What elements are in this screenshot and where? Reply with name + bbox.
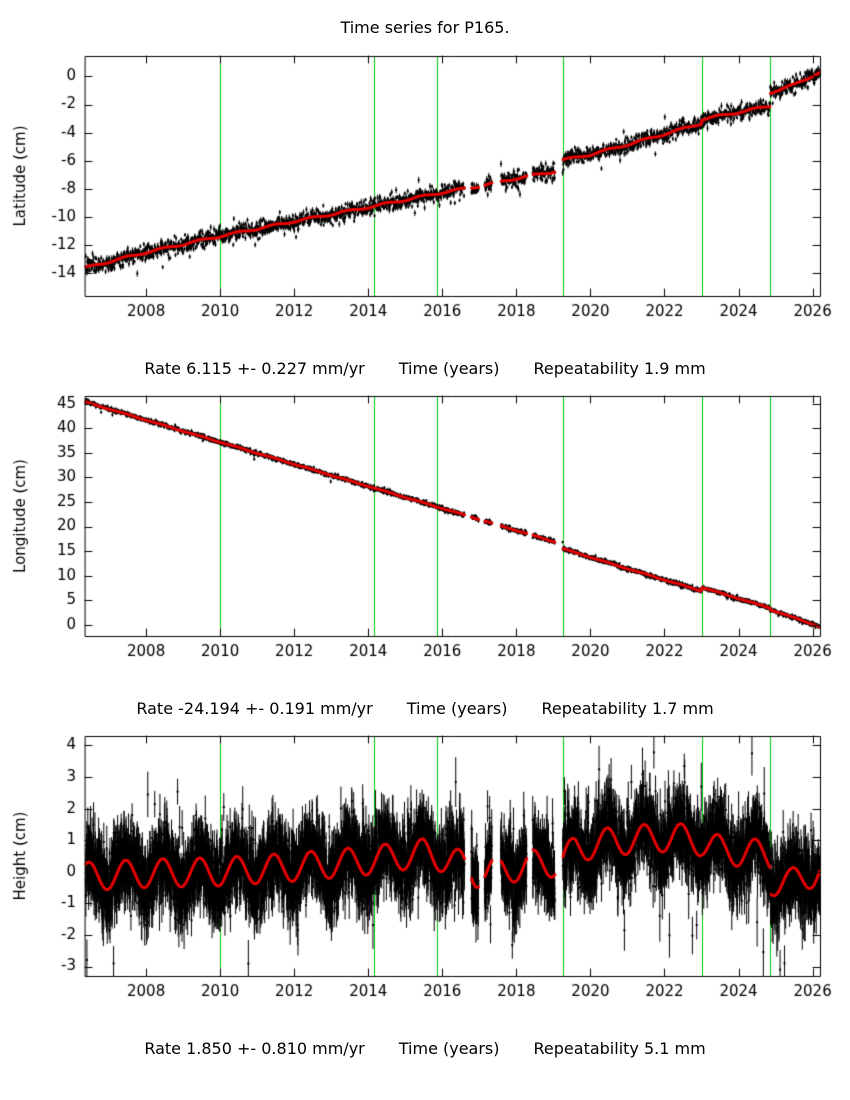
- latitude-xaxis-label: Time (years): [398, 358, 500, 378]
- longitude-repeatability-label: Repeatability 1.7 mm: [541, 698, 714, 718]
- height-repeatability-label: Repeatability 5.1 mm: [533, 1038, 706, 1058]
- longitude-plot-canvas: [0, 388, 850, 688]
- height-xaxis-label: Time (years): [398, 1038, 500, 1058]
- height-rate-label: Rate 1.850 +- 0.810 mm/yr: [144, 1038, 365, 1058]
- longitude-panel: Rate -24.194 +- 0.191 mm/yr Time (years)…: [0, 388, 850, 728]
- longitude-rate-label: Rate -24.194 +- 0.191 mm/yr: [136, 698, 373, 718]
- figure-title: Time series for P165.: [340, 18, 510, 37]
- longitude-caption: Rate -24.194 +- 0.191 mm/yr Time (years)…: [0, 688, 850, 728]
- latitude-repeatability-label: Repeatability 1.9 mm: [533, 358, 706, 378]
- height-caption: Rate 1.850 +- 0.810 mm/yr Time (years) R…: [0, 1028, 850, 1068]
- longitude-xaxis-label: Time (years): [406, 698, 508, 718]
- latitude-caption: Rate 6.115 +- 0.227 mm/yr Time (years) R…: [0, 348, 850, 388]
- latitude-rate-label: Rate 6.115 +- 0.227 mm/yr: [144, 358, 365, 378]
- height-plot-canvas: [0, 728, 850, 1028]
- latitude-panel: Rate 6.115 +- 0.227 mm/yr Time (years) R…: [0, 48, 850, 388]
- height-panel: Rate 1.850 +- 0.810 mm/yr Time (years) R…: [0, 728, 850, 1068]
- latitude-plot-canvas: [0, 48, 850, 348]
